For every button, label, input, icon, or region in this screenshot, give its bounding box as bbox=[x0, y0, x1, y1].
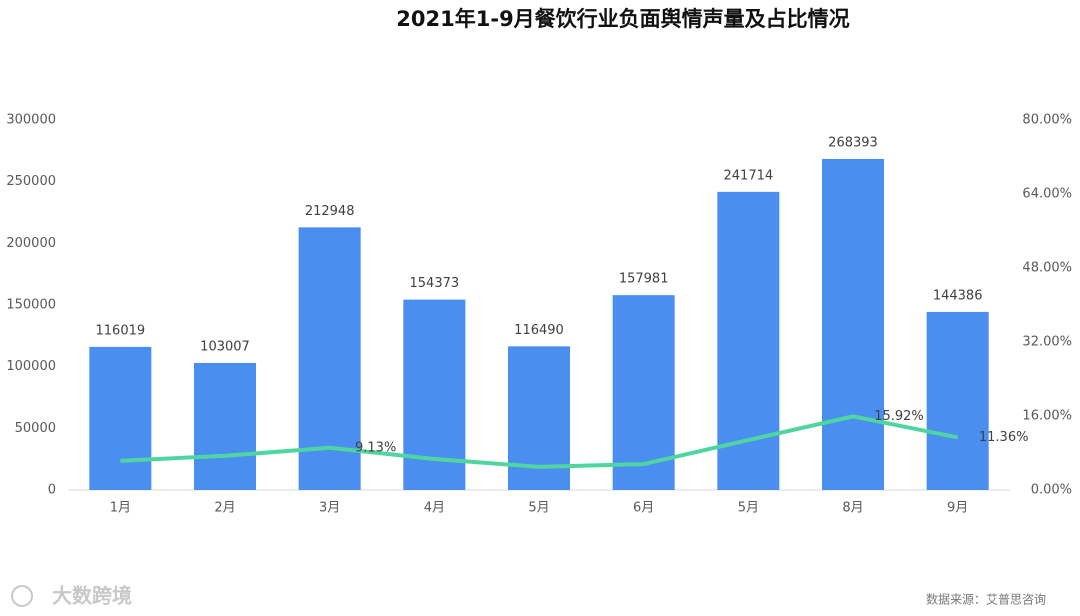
bar-label: 241714 bbox=[724, 168, 774, 183]
y2-tick-label: 48.00% bbox=[1022, 261, 1072, 276]
y-tick-label: 300000 bbox=[6, 113, 56, 128]
bar-label: 268393 bbox=[828, 135, 878, 150]
bar-label: 144386 bbox=[933, 288, 983, 303]
line-label: 9.13% bbox=[355, 440, 396, 455]
y2-tick-label: 80.00% bbox=[1022, 113, 1072, 128]
y2-tick-label: 32.00% bbox=[1022, 335, 1072, 350]
x-tick-label: 1月 bbox=[110, 501, 131, 516]
bar-label: 212948 bbox=[305, 204, 355, 219]
line-label: 11.36% bbox=[979, 430, 1029, 445]
y-tick-label: 250000 bbox=[6, 174, 56, 189]
bar-label: 103007 bbox=[200, 339, 250, 354]
bar-label: 157981 bbox=[619, 272, 669, 287]
y-tick-label: 50000 bbox=[15, 421, 56, 436]
source: 数据来源：艾普思咨询 bbox=[926, 592, 1046, 607]
brand: 大数跨境 bbox=[52, 584, 132, 608]
x-tick-label: 9月 bbox=[947, 501, 968, 516]
line-label: 15.92% bbox=[874, 409, 924, 424]
y-tick-label: 100000 bbox=[6, 359, 56, 374]
x-tick-label: 5月 bbox=[528, 501, 549, 516]
line bbox=[120, 414, 959, 469]
x-tick-label: 5月 bbox=[738, 501, 759, 516]
bar-label: 116019 bbox=[96, 323, 146, 338]
y-tick-label: 200000 bbox=[6, 236, 56, 251]
bar bbox=[194, 362, 256, 490]
y-tick-label: 150000 bbox=[6, 298, 56, 313]
bar bbox=[926, 311, 989, 490]
brand-logo bbox=[11, 585, 33, 607]
bar bbox=[89, 346, 152, 490]
x-tick-label: 8月 bbox=[842, 501, 863, 516]
x-tick-label: 6月 bbox=[633, 501, 654, 516]
x-tick-label: 3月 bbox=[319, 501, 340, 516]
y2-tick-label: 16.00% bbox=[1022, 409, 1072, 424]
y2-tick-label: 0.00% bbox=[1031, 483, 1072, 498]
y-tick-label: 0 bbox=[48, 483, 56, 498]
bar-label: 154373 bbox=[410, 276, 460, 291]
bar-label: 116490 bbox=[514, 323, 564, 338]
y2-tick-label: 64.00% bbox=[1022, 187, 1072, 202]
bar bbox=[822, 158, 884, 490]
chart-title: 2021年1-9月餐饮行业负面舆情声量及占比情况 bbox=[396, 7, 849, 31]
x-tick-label: 2月 bbox=[214, 501, 235, 516]
x-tick-label: 4月 bbox=[424, 501, 445, 516]
